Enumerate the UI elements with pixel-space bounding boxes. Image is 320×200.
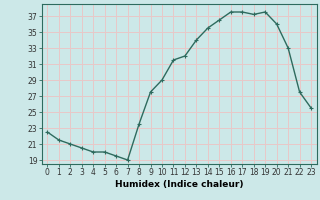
X-axis label: Humidex (Indice chaleur): Humidex (Indice chaleur) (115, 180, 244, 189)
